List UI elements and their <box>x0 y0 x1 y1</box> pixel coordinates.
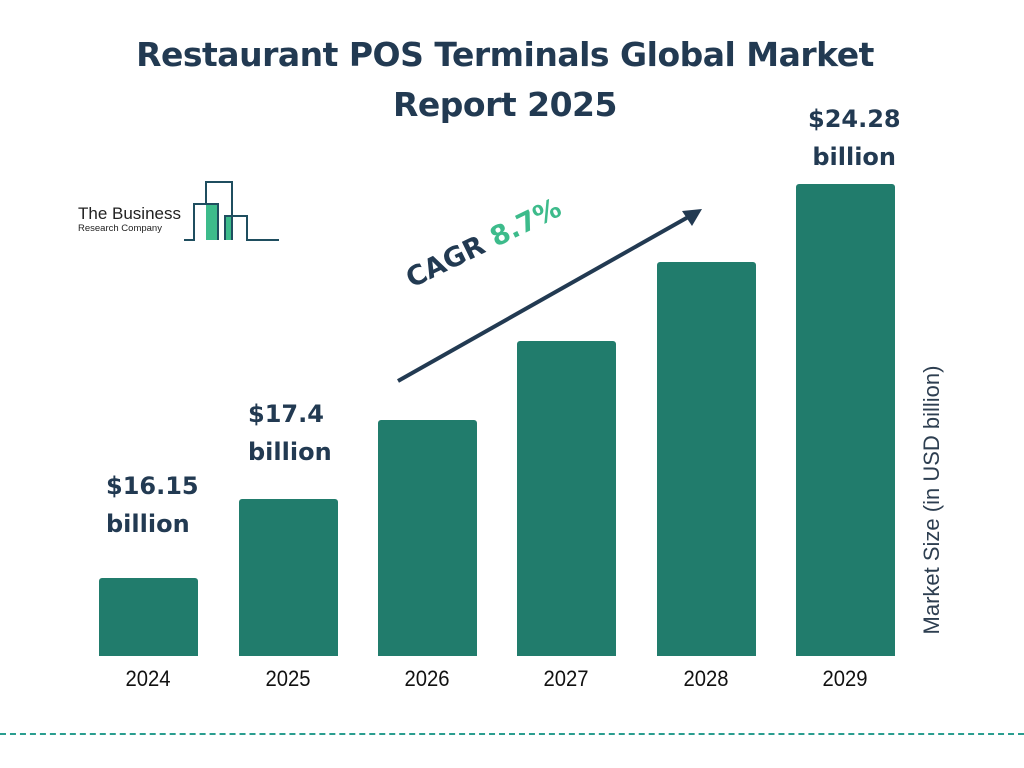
bar-2025 <box>239 499 338 656</box>
bar-2028 <box>657 262 756 656</box>
logo-name: The Business <box>78 204 181 223</box>
value-2029-unit: billion <box>812 143 896 171</box>
value-label-2024: $16.15 billion <box>106 467 199 543</box>
x-label-2024: 2024 <box>125 666 171 691</box>
bar-2024 <box>99 578 198 656</box>
company-logo: The Business Research Company <box>78 180 283 244</box>
value-2024-unit: billion <box>106 510 190 538</box>
chart-title: Restaurant POS Terminals Global Market R… <box>0 30 1010 130</box>
bar-2027 <box>517 341 616 656</box>
logo-subtitle: Research Company <box>78 223 162 234</box>
buildings-logo-icon <box>184 181 279 241</box>
y-axis-label: Market Size (in USD billion) <box>919 365 944 635</box>
x-label-2029: 2029 <box>822 666 868 691</box>
value-2025-unit: billion <box>248 438 332 466</box>
value-2029-amount: $24.28 <box>808 105 901 133</box>
value-label-2025: $17.4 billion <box>248 395 332 471</box>
bar-2029 <box>796 184 895 656</box>
chart-title-line-1: Restaurant POS Terminals Global Market <box>136 35 874 74</box>
footer-dashed-divider <box>0 733 1024 735</box>
value-2025-amount: $17.4 <box>248 400 324 428</box>
x-label-2026: 2026 <box>404 666 450 691</box>
bar-2026 <box>378 420 477 656</box>
chart-title-line-2: Report 2025 <box>393 85 617 124</box>
x-label-2025: 2025 <box>265 666 311 691</box>
x-label-2027: 2027 <box>543 666 589 691</box>
value-2024-amount: $16.15 <box>106 472 199 500</box>
value-label-2029: $24.28 billion <box>808 100 901 176</box>
x-label-2028: 2028 <box>683 666 729 691</box>
